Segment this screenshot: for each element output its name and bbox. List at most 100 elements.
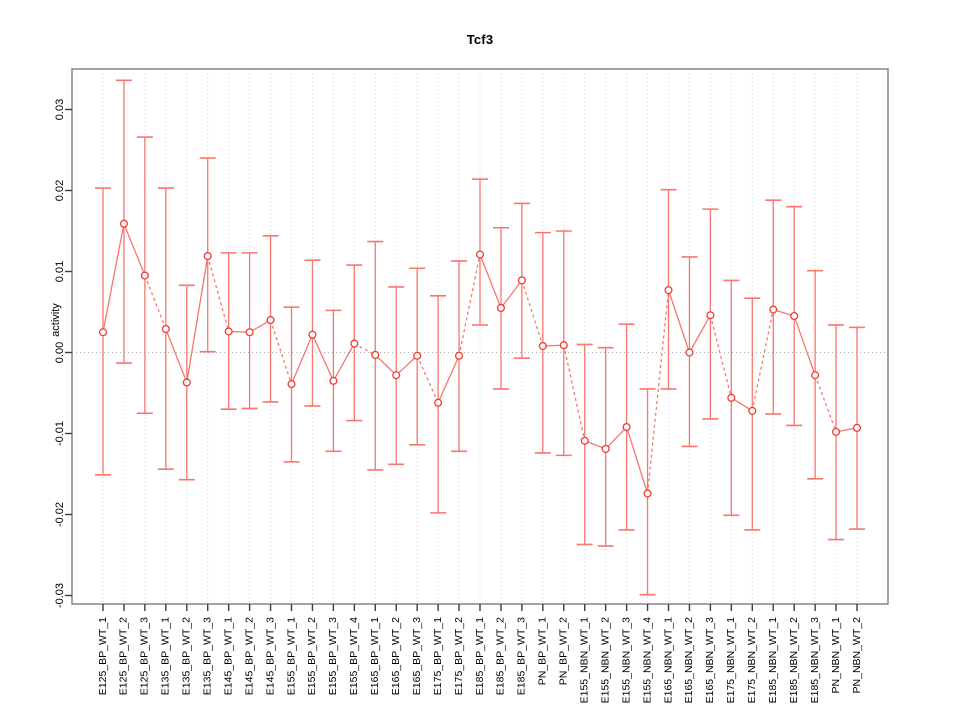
data-point-marker [475,250,485,259]
x-tick-label: E185_NBN_WT_1 [767,617,779,704]
page-title: Tcf3 [466,32,494,47]
connector-line-dashed [521,280,544,347]
data-point-marker [811,371,820,380]
data-point-marker [161,324,170,334]
connector-line-dashed [144,275,167,330]
x-tick-label: E165_BP_WT_3 [411,617,423,695]
y-tick-label: -0.02 [54,502,66,527]
x-tick-label: E165_NBN_WT_2 [683,617,695,704]
connector-line-dashed [646,290,670,494]
x-tick-label: PN_BP_WT_2 [558,617,570,685]
data-point-marker [245,328,254,337]
x-tick-label: E155_NBN_WT_4 [641,617,653,704]
y-axis: -0.03 -0.02 -0.01 0.00 0.01 0.02 0.03 [54,99,72,608]
connector-line-solid [667,289,691,353]
connector-line-solid [395,355,418,376]
connector-line-solid [500,280,523,309]
data-point-marker [664,286,673,295]
connector-line-dashed [751,309,774,411]
data-point-marker [308,330,317,339]
data-point-marker [852,423,862,432]
data-point-marker [455,351,464,360]
data-point-marker [517,276,526,285]
connector-line-dashed [709,315,732,399]
data-point-marker [350,339,359,348]
data-point-marker [790,311,799,321]
x-tick-label: E185_BP_WT_3 [516,617,528,695]
x-tick-label: E175_BP_WT_1 [432,617,444,695]
data-point-marker [769,305,778,314]
data-point-marker [98,328,108,337]
data-point-marker [119,219,128,228]
x-tick-label: E175_NBN_WT_2 [746,617,758,704]
data-point-marker [685,348,694,357]
x-tick-label: E165_NBN_WT_1 [662,617,674,704]
data-point-marker [538,341,547,351]
data-point-marker [748,406,757,415]
data-point-marker [287,380,296,389]
data-point-marker [224,327,233,336]
connector-line-solid [165,328,188,383]
data-point-marker [434,398,443,407]
connector-line-solid [479,254,502,309]
x-tick-label: E145_BP_WT_1 [222,617,234,695]
x-tick-label: E185_BP_WT_1 [474,617,486,695]
data-points [98,219,862,498]
connector-line-solid [123,223,146,276]
y-tick-label: -0.01 [54,421,66,446]
connector-line-solid [311,334,334,382]
x-tick-label: E165_BP_WT_2 [390,617,402,695]
x-tick-label: E135_BP_WT_3 [202,617,214,695]
data-point-marker [601,444,610,453]
data-point-marker [413,351,422,360]
data-point-marker [622,422,631,432]
x-tick-label: E185_NBN_WT_3 [809,617,821,704]
x-tick-label: E155_BP_WT_4 [348,617,360,695]
x-tick-label: E155_NBN_WT_2 [599,617,611,704]
x-tick-label: E175_BP_WT_2 [453,617,465,695]
x-tick-label: E165_NBN_WT_3 [704,617,716,704]
connector-line-solid [437,355,460,403]
x-tick-label: E155_BP_WT_2 [306,617,318,695]
x-tick-label: E125_BP_WT_1 [97,617,109,695]
y-tick-label: 0.02 [54,180,66,201]
data-point-marker [706,311,715,320]
x-tick-label: E145_BP_WT_2 [243,617,255,695]
connector-line-dashed [269,319,293,385]
connector-line-solid [793,315,816,376]
connector-line-dashed [814,374,837,433]
connector-line-dashed [416,355,439,403]
data-point-marker [392,371,401,380]
data-point-marker [559,341,568,350]
data-point-marker [140,271,149,280]
data-point-marker [832,427,841,436]
data-point-marker [643,489,652,498]
x-tick-label: E125_BP_WT_3 [139,617,151,695]
x-tick-label: E165_BP_WT_1 [369,617,381,695]
connector-line-solid [688,314,711,353]
x-tick-label: PN_BP_WT_1 [537,617,549,685]
y-tick-label: 0.03 [54,99,66,120]
vertical-gridlines [102,69,858,604]
connector-line-dashed [458,254,481,356]
data-point-marker [371,350,380,359]
x-tick-label: PN_NBN_WT_2 [851,617,863,694]
data-point-marker [580,436,589,445]
x-tick-label: E155_NBN_WT_3 [620,617,632,704]
x-tick-label: E125_BP_WT_2 [118,617,130,695]
data-point-marker [182,378,191,387]
y-tick-label: -0.03 [54,583,66,608]
data-point-marker [727,393,736,402]
connector-line-solid [186,256,209,383]
connector-line-dashed [563,345,586,441]
x-tick-label: E185_BP_WT_2 [495,617,507,695]
connector-line-solid [605,426,628,450]
x-tick-label: E135_BP_WT_2 [181,617,193,695]
x-axis: E125_BP_WT_1 E125_BP_WT_2 E125_BP_WT_3 E135… [97,604,863,703]
connector-line-solid [102,223,125,333]
connector-line-solid [730,397,753,412]
x-tick-label: E155_BP_WT_3 [327,617,339,695]
x-tick-label: E155_BP_WT_1 [285,617,297,695]
